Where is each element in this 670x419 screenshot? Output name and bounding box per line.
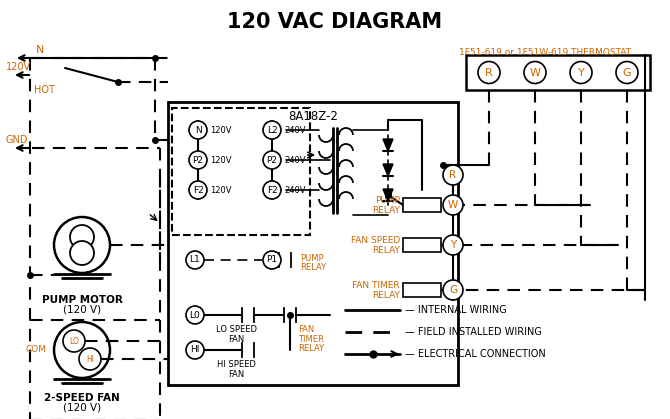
Text: Y: Y: [450, 240, 456, 250]
Circle shape: [54, 217, 110, 273]
Text: HOT: HOT: [34, 85, 55, 95]
Text: FAN: FAN: [228, 370, 244, 379]
Bar: [172, 108, 310, 235]
Circle shape: [63, 330, 85, 352]
Text: L0: L0: [190, 310, 200, 320]
Text: HI SPEED: HI SPEED: [216, 360, 255, 369]
Text: 120V: 120V: [210, 186, 232, 194]
Text: F2: F2: [267, 186, 277, 194]
Circle shape: [186, 341, 204, 359]
Circle shape: [79, 348, 101, 370]
Text: PUMP MOTOR: PUMP MOTOR: [42, 295, 123, 305]
Text: — ELECTRICAL CONNECTION: — ELECTRICAL CONNECTION: [405, 349, 546, 359]
Circle shape: [443, 280, 463, 300]
Text: — FIELD INSTALLED WIRING: — FIELD INSTALLED WIRING: [405, 327, 542, 337]
Circle shape: [70, 225, 94, 249]
Text: LO: LO: [69, 336, 79, 346]
Circle shape: [478, 62, 500, 83]
Text: P1: P1: [267, 256, 277, 264]
Text: 120V: 120V: [210, 155, 232, 165]
Text: P2: P2: [192, 155, 204, 165]
Text: LO SPEED: LO SPEED: [216, 325, 257, 334]
Bar: [168, 102, 458, 385]
Text: FAN: FAN: [228, 335, 244, 344]
Circle shape: [570, 62, 592, 83]
Circle shape: [524, 62, 546, 83]
Text: W: W: [448, 200, 458, 210]
Circle shape: [186, 306, 204, 324]
Text: P2: P2: [267, 155, 277, 165]
Text: 120V: 120V: [210, 126, 232, 134]
Circle shape: [186, 251, 204, 269]
Text: 240V: 240V: [284, 126, 306, 134]
Text: — INTERNAL WIRING: — INTERNAL WIRING: [405, 305, 507, 315]
Text: RELAY: RELAY: [300, 263, 326, 272]
Circle shape: [189, 121, 207, 139]
Circle shape: [443, 195, 463, 215]
Circle shape: [443, 165, 463, 185]
Text: 120V: 120V: [6, 62, 31, 72]
Text: PUMP: PUMP: [300, 254, 324, 263]
Circle shape: [70, 241, 94, 265]
Text: G: G: [622, 67, 631, 78]
Circle shape: [263, 181, 281, 199]
Polygon shape: [383, 139, 393, 151]
Text: HI: HI: [86, 354, 94, 364]
Text: 2-SPEED FAN: 2-SPEED FAN: [44, 393, 120, 403]
Text: (120 V): (120 V): [63, 403, 101, 413]
Polygon shape: [383, 164, 393, 176]
Text: 120 VAC DIAGRAM: 120 VAC DIAGRAM: [227, 12, 443, 32]
Text: N: N: [194, 126, 202, 134]
Text: TIMER: TIMER: [298, 335, 324, 344]
Circle shape: [263, 151, 281, 169]
Text: W: W: [529, 67, 541, 78]
Text: PUMP: PUMP: [375, 196, 400, 204]
Text: R: R: [450, 170, 456, 180]
Circle shape: [616, 62, 638, 83]
Text: N: N: [36, 45, 44, 55]
Text: 8A18Z-2: 8A18Z-2: [288, 110, 338, 123]
Circle shape: [443, 235, 463, 255]
Text: GND: GND: [6, 135, 29, 145]
Text: (120 V): (120 V): [63, 305, 101, 315]
Text: HI: HI: [190, 346, 200, 354]
Circle shape: [54, 322, 110, 378]
Polygon shape: [383, 189, 393, 201]
Text: 240V: 240V: [284, 186, 306, 194]
Bar: [466, 55, 650, 90]
Bar: [403, 283, 441, 297]
Bar: [403, 238, 441, 252]
Text: L2: L2: [267, 126, 277, 134]
Text: R: R: [485, 67, 493, 78]
Text: RELAY: RELAY: [372, 290, 400, 300]
Text: FAN SPEED: FAN SPEED: [351, 235, 400, 245]
Text: 240V: 240V: [284, 155, 306, 165]
Text: RELAY: RELAY: [372, 205, 400, 215]
Text: G: G: [449, 285, 457, 295]
Text: RELAY: RELAY: [298, 344, 324, 353]
Text: 1F51-619 or 1F51W-619 THERMOSTAT: 1F51-619 or 1F51W-619 THERMOSTAT: [459, 48, 631, 57]
Text: FAN: FAN: [298, 325, 314, 334]
Circle shape: [189, 181, 207, 199]
Text: RELAY: RELAY: [372, 246, 400, 254]
Text: FAN TIMER: FAN TIMER: [352, 280, 400, 290]
Text: Y: Y: [578, 67, 584, 78]
Text: COM: COM: [25, 346, 46, 354]
Bar: [403, 198, 441, 212]
Circle shape: [189, 151, 207, 169]
Text: F2: F2: [193, 186, 204, 194]
Circle shape: [263, 121, 281, 139]
Text: L1: L1: [190, 256, 200, 264]
Circle shape: [263, 251, 281, 269]
